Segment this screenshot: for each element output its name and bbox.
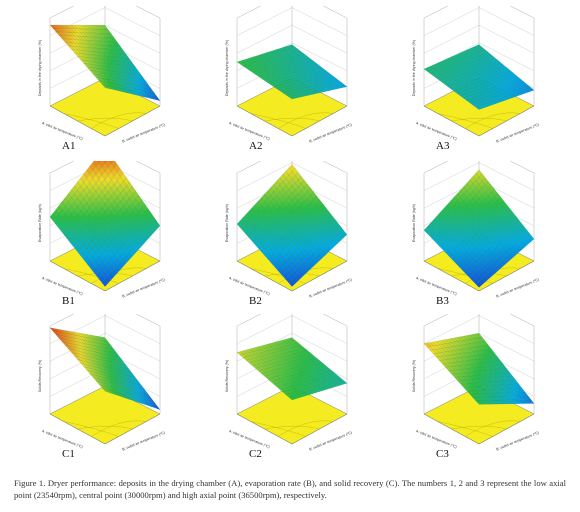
panel-b2: Evaporation Rate (kg/h) A: inlet air temp… — [197, 161, 383, 313]
panel-label: C1 — [62, 448, 75, 460]
panel-a1: Deposits in the drying chamber (%) A: inl… — [10, 6, 196, 158]
response-surface — [49, 161, 161, 287]
y-axis-label: B: outlet air temperature (°C) — [309, 123, 353, 144]
axis-front — [423, 413, 535, 445]
panel-c2: Solids Recovery (%) A: inlet air temperat… — [197, 314, 383, 466]
response-surface — [236, 44, 348, 100]
floor-contours — [437, 420, 521, 437]
z-axis-label: Evaporation Rate (kg/h) — [38, 204, 42, 242]
floor-contours — [250, 112, 334, 129]
panel-a3: Deposits in the drying chamber (%) A: inl… — [384, 6, 570, 158]
panel-label: B3 — [436, 295, 449, 307]
y-axis-label: B: outlet air temperature (°C) — [122, 431, 166, 452]
response-surface — [236, 164, 348, 287]
surface-plot: Deposits in the drying chamber (%) A: inl… — [412, 6, 540, 144]
y-axis-label: B: outlet air temperature (°C) — [496, 431, 540, 452]
panel-label: C3 — [436, 448, 449, 460]
response-surface — [423, 44, 535, 110]
y-axis-label: B: outlet air temperature (°C) — [496, 278, 540, 299]
x-axis-label: A: inlet air temperature (°C) — [228, 429, 270, 449]
panel-a2: Deposits in the drying chamber (%) A: inl… — [197, 6, 383, 158]
y-axis-label: B: outlet air temperature (°C) — [309, 278, 353, 299]
surface-plot: Evaporation Rate (kg/h) A: inlet air temp… — [225, 161, 353, 299]
x-axis-label: A: inlet air temperature (°C) — [41, 429, 83, 449]
axis-front — [236, 105, 348, 137]
x-axis-label: A: inlet air temperature (°C) — [415, 276, 457, 296]
z-axis-label: Solids Recovery (%) — [225, 360, 229, 393]
surface-plot: Deposits in the drying chamber (%) A: inl… — [225, 6, 353, 144]
floor-contours — [63, 112, 147, 129]
y-axis-label: B: outlet air temperature (°C) — [122, 278, 166, 299]
panel-b1: Evaporation Rate (kg/h) A: inlet air temp… — [10, 161, 196, 313]
panel-label: A1 — [62, 140, 76, 152]
response-surface — [236, 337, 348, 401]
floor-contours — [63, 420, 147, 437]
panel-c1: Solids Recovery (%) A: inlet air temperat… — [10, 314, 196, 466]
x-axis-label: A: inlet air temperature (°C) — [415, 429, 457, 449]
floor-contours — [250, 420, 334, 437]
figure-grid: Deposits in the drying chamber (%) A: inl… — [10, 6, 570, 466]
axis-front — [236, 413, 348, 445]
y-axis-label: B: outlet air temperature (°C) — [122, 123, 166, 144]
response-surface — [423, 169, 535, 288]
axis-front — [423, 105, 535, 137]
z-axis-label: Evaporation Rate (kg/h) — [225, 204, 229, 242]
axis-front — [423, 260, 535, 292]
panel-label: A2 — [249, 140, 263, 152]
surface-plot: Solids Recovery (%) A: inlet air temperat… — [412, 314, 540, 452]
response-surface — [49, 24, 161, 101]
surface-plot: Solids Recovery (%) A: inlet air temperat… — [225, 314, 353, 452]
panel-label: C2 — [249, 448, 262, 460]
response-surface — [49, 327, 161, 410]
floor-contours — [437, 112, 521, 129]
panel-b3: Evaporation Rate (kg/h) A: inlet air temp… — [384, 161, 570, 313]
z-axis-label: Deposits in the drying chamber (%) — [225, 40, 229, 96]
x-axis-label: A: inlet air temperature (°C) — [415, 121, 457, 141]
x-axis-label: A: inlet air temperature (°C) — [41, 121, 83, 141]
axis-front — [49, 105, 161, 137]
panel-label: B2 — [249, 295, 262, 307]
panel-label: B1 — [62, 295, 75, 307]
axis-front — [49, 413, 161, 445]
z-axis-label: Solids Recovery (%) — [412, 360, 416, 393]
surface-plot: Evaporation Rate (kg/h) A: inlet air temp… — [412, 161, 540, 299]
panel-label: A3 — [436, 140, 450, 152]
x-axis-label: A: inlet air temperature (°C) — [41, 276, 83, 296]
surface-plot: Evaporation Rate (kg/h) A: inlet air temp… — [38, 161, 166, 299]
z-axis-label: Evaporation Rate (kg/h) — [412, 204, 416, 242]
response-surface — [423, 333, 535, 405]
axis-front — [49, 260, 161, 292]
z-axis-label: Deposits in the drying chamber (%) — [38, 40, 42, 96]
z-axis-label: Deposits in the drying chamber (%) — [412, 40, 416, 96]
axis-front — [236, 260, 348, 292]
panel-c3: Solids Recovery (%) A: inlet air temperat… — [384, 314, 570, 466]
x-axis-label: A: inlet air temperature (°C) — [228, 276, 270, 296]
x-axis-label: A: inlet air temperature (°C) — [228, 121, 270, 141]
z-axis-label: Solids Recovery (%) — [38, 360, 42, 393]
y-axis-label: B: outlet air temperature (°C) — [309, 431, 353, 452]
y-axis-label: B: outlet air temperature (°C) — [496, 123, 540, 144]
surface-plot: Deposits in the drying chamber (%) A: inl… — [38, 6, 166, 144]
figure-caption: Figure 1. Dryer performance: deposits in… — [14, 478, 566, 500]
surface-plot: Solids Recovery (%) A: inlet air temperat… — [38, 314, 166, 452]
